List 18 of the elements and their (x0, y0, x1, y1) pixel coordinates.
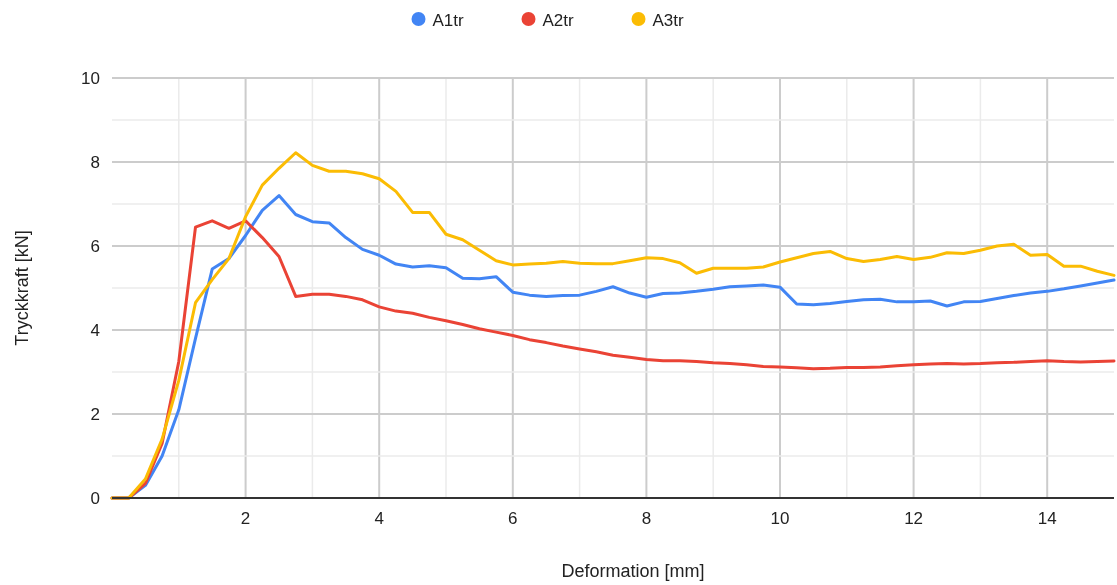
y-tick-label: 10 (81, 68, 100, 88)
x-tick-label: 10 (770, 509, 790, 528)
legend-label: A2tr (542, 10, 575, 30)
y-tick-label: 0 (90, 488, 100, 508)
y-tick-label: 6 (90, 236, 100, 256)
legend-label: A1tr (432, 10, 465, 30)
y-tick-label: 8 (90, 152, 100, 172)
y-tick-label: 4 (90, 320, 100, 340)
x-tick-label: 6 (508, 509, 518, 528)
x-tick-label: 12 (904, 509, 924, 528)
x-tick-label: 8 (641, 509, 652, 528)
x-tick-label: 14 (1037, 509, 1057, 528)
x-tick-label: 2 (240, 509, 251, 528)
legend-label: A3tr (652, 10, 685, 30)
x-axis-title: Deformation [mm] (561, 561, 705, 581)
x-tick-label: 4 (374, 509, 384, 528)
y-axis-title: Tryckkraft [kN] (12, 230, 32, 346)
y-tick-label: 2 (90, 404, 100, 424)
